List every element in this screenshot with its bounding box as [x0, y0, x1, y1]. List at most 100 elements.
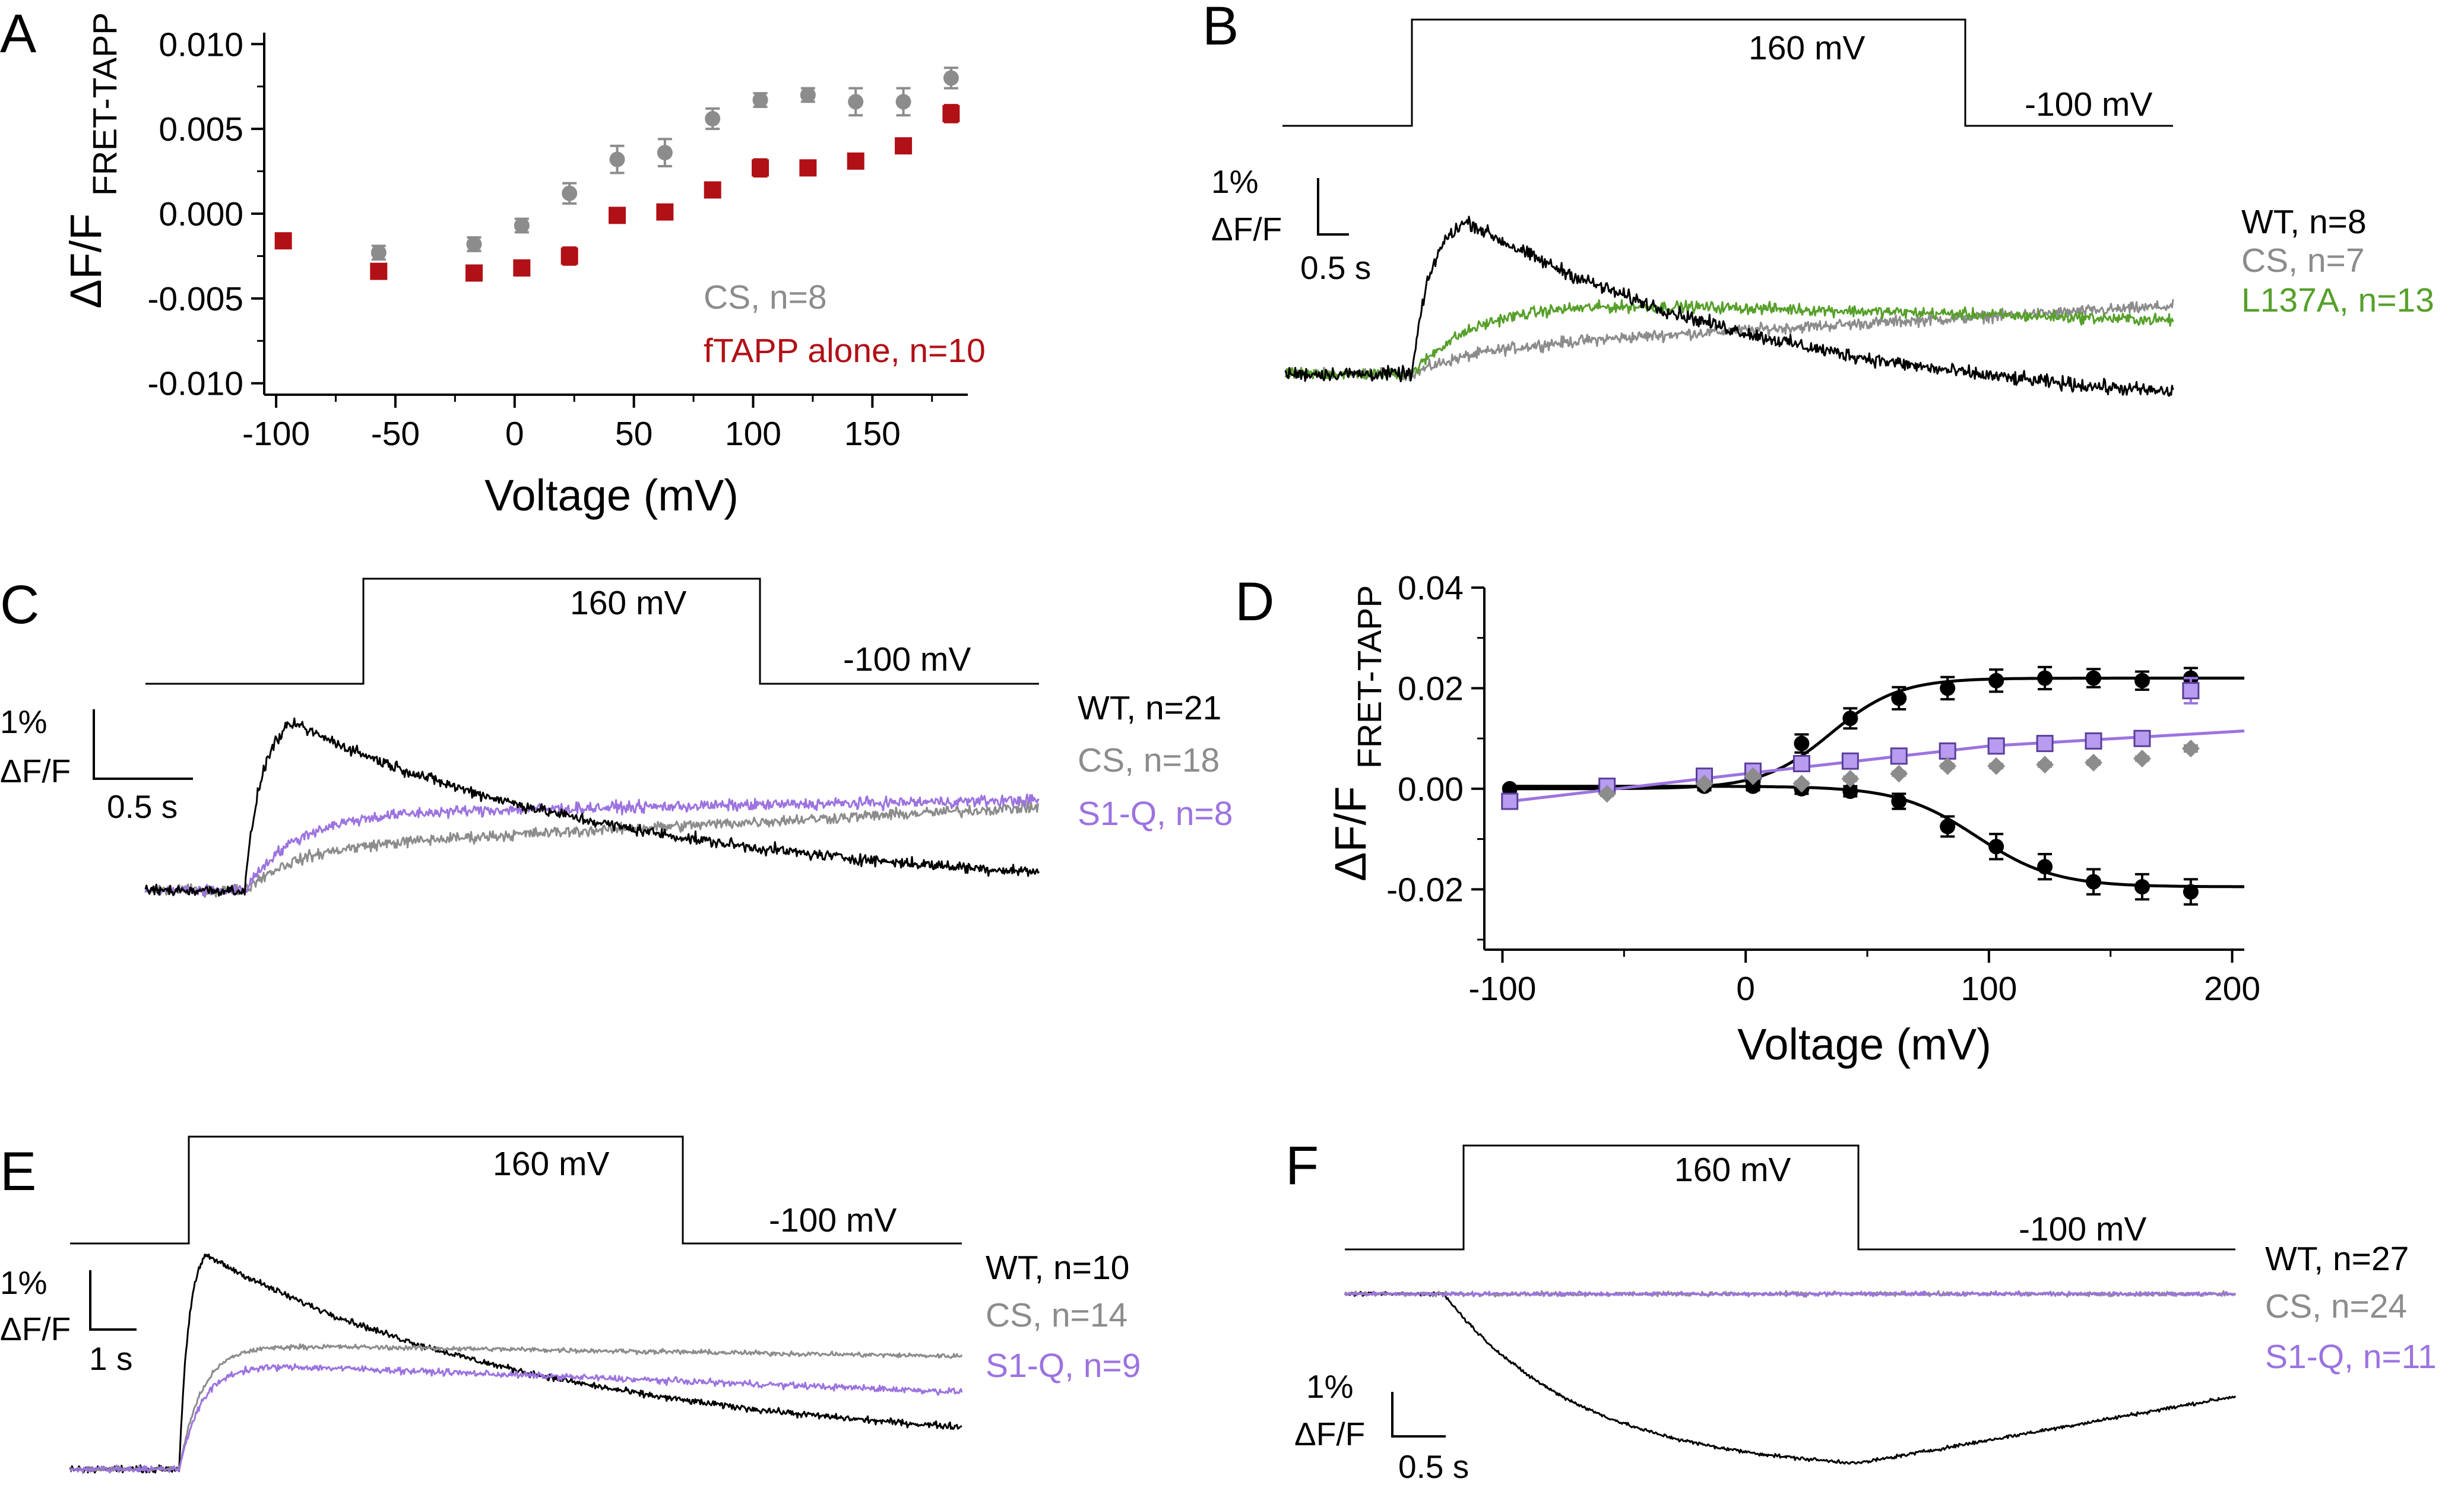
panel-f-legend-wt: WT, n=27	[2265, 1240, 2409, 1278]
panel-letter-f: F	[1285, 1135, 1319, 1196]
panel-e-legend-cs: CS, n=14	[986, 1296, 1128, 1334]
panel-d-point	[1939, 757, 1957, 775]
panel-a-point	[560, 247, 578, 265]
panel-b-scale-x: 0.5 s	[1300, 249, 1371, 286]
panel-d-y-tick-label: 0.04	[1398, 569, 1464, 607]
panel-a-point	[895, 94, 911, 110]
panel-e-protocol-hold: -100 mV	[769, 1201, 897, 1239]
panel-d-y-tick-label: 0.00	[1398, 770, 1464, 808]
trace-l137a	[1284, 299, 2174, 380]
trace-wt	[1344, 1290, 2237, 1465]
panel-d-point	[1842, 783, 1858, 799]
panel-d-point	[2086, 670, 2101, 686]
panel-a-point	[370, 245, 387, 261]
panel-c-legend-wt: WT, n=21	[1078, 689, 1221, 727]
panel-a-y-label-sub: FRET-TAPP	[86, 12, 124, 196]
panel-a-x-tick-label: 0	[505, 415, 524, 453]
panel-d-point	[1792, 775, 1811, 793]
panel-a: A 0.010 0.005 0.000 -0.005 -0.010 -100 -50 0 50…	[0, 4, 986, 520]
panel-d-point	[1598, 785, 1616, 803]
panel-a-point	[562, 185, 578, 201]
panel-d-point	[1890, 747, 1908, 765]
panel-e-scalebar: 1% ΔF/F 1 s	[0, 1264, 137, 1377]
panel-a-point	[609, 151, 625, 167]
panel-d-point	[1695, 775, 1714, 793]
panel-c-protocol-hold: -100 mV	[843, 640, 971, 678]
panel-b-protocol-hold: -100 mV	[2025, 85, 2152, 123]
panel-a-point	[656, 203, 674, 221]
panel-f-legend-s1q: S1-Q, n=11	[2265, 1338, 2437, 1376]
panel-a-point	[465, 264, 483, 282]
panel-e: E 160 mV -100 mV 1% ΔF/F 1 s WT, n=10 CS…	[0, 1135, 1141, 1474]
panel-d-point	[2183, 884, 2199, 900]
panel-a-point	[799, 159, 817, 177]
panel-d-point	[1988, 839, 2004, 855]
panel-b-traces	[1284, 215, 2174, 397]
panel-a-legend-cs: CS, n=8	[704, 278, 827, 316]
panel-a-x-ticks: -100 -50 0 50 100 150	[242, 395, 933, 453]
panel-d-point	[2134, 879, 2150, 895]
panel-d-point	[1890, 764, 1908, 783]
panel-letter-d: D	[1235, 572, 1274, 632]
panel-b-legend-l137a: L137A, n=13	[2241, 281, 2434, 319]
panel-d-point	[1891, 690, 1907, 706]
panel-d-point	[2181, 740, 2200, 758]
trace-wt	[1284, 215, 2174, 397]
panel-a-point	[800, 87, 816, 103]
panel-e-legend-s1q: S1-Q, n=9	[986, 1347, 1141, 1385]
panel-letter-a: A	[0, 4, 37, 64]
panel-d-point	[1987, 757, 2006, 775]
panel-d-point	[2085, 732, 2102, 750]
panel-d-x-tick-label: 200	[2204, 970, 2260, 1008]
panel-c-scale-y: 1%	[0, 703, 47, 740]
panel-a-x-tick-label: 150	[844, 415, 901, 453]
panel-a-point	[848, 94, 864, 110]
panel-d-fit-line-2	[1509, 729, 2245, 803]
panel-d-point	[2182, 682, 2200, 700]
panel-e-legend-wt: WT, n=10	[986, 1249, 1129, 1287]
panel-d-point	[1794, 735, 1810, 751]
panel-d-point	[2036, 735, 2054, 753]
panel-a-y-tick-label: 0.005	[159, 110, 243, 148]
trace-wt	[144, 717, 1040, 897]
panel-letter-c: C	[0, 575, 39, 635]
panel-e-scale-y: 1%	[0, 1264, 47, 1301]
panel-a-y-ticks: 0.010 0.005 0.000 -0.005 -0.010	[147, 26, 264, 403]
panel-a-point	[466, 236, 482, 252]
panel-d-x-label: Voltage (mV)	[1737, 1020, 1991, 1069]
panel-a-point	[704, 181, 721, 199]
panel-d-y-tick-label: -0.02	[1386, 871, 1464, 909]
panel-d-point	[1939, 742, 1956, 760]
panel-a-x-tick-label: -100	[242, 415, 310, 453]
panel-c-scalebar: 1% ΔF/F 0.5 s	[0, 703, 193, 825]
panel-letter-b: B	[1202, 0, 1239, 56]
panel-e-scale-y2: ΔF/F	[0, 1311, 71, 1347]
panel-f-protocol	[1345, 1144, 2235, 1251]
panel-a-point	[752, 92, 768, 108]
panel-d-point	[2037, 670, 2053, 686]
panel-c-legend-cs: CS, n=18	[1078, 741, 1220, 779]
panel-c-legend-s1q: S1-Q, n=8	[1078, 795, 1233, 833]
panel-a-x-tick-label: 100	[725, 415, 781, 453]
panel-b-scalebar: 1% ΔF/F 0.5 s	[1211, 163, 1371, 286]
panel-a-point	[370, 262, 388, 280]
panel-d-point	[1842, 710, 1858, 726]
trace-s1-q	[69, 1363, 963, 1474]
panel-d-x-ticks: -100 0 100 200	[1468, 950, 2260, 1008]
panel-e-traces	[69, 1254, 963, 1474]
trace-wt	[69, 1254, 962, 1474]
panel-a-point	[847, 152, 864, 170]
trace-s1-q	[144, 794, 1040, 897]
panel-f-legend-cs: CS, n=24	[2265, 1287, 2407, 1325]
panel-a-y-tick-label: 0.010	[159, 26, 243, 64]
panel-d-y-label: ΔF/F FRET-TAPP	[1326, 585, 1389, 881]
panel-f-scale-x: 0.5 s	[1398, 1448, 1469, 1485]
panel-a-point	[609, 207, 626, 224]
panel-e-protocol-step: 160 mV	[493, 1145, 609, 1183]
panel-a-x-label: Voltage (mV)	[484, 471, 739, 520]
panel-c-protocol	[145, 578, 1039, 685]
panel-d-data	[1501, 665, 2245, 906]
panel-d-point	[2036, 756, 2054, 774]
panel-d-point	[1841, 752, 1859, 770]
